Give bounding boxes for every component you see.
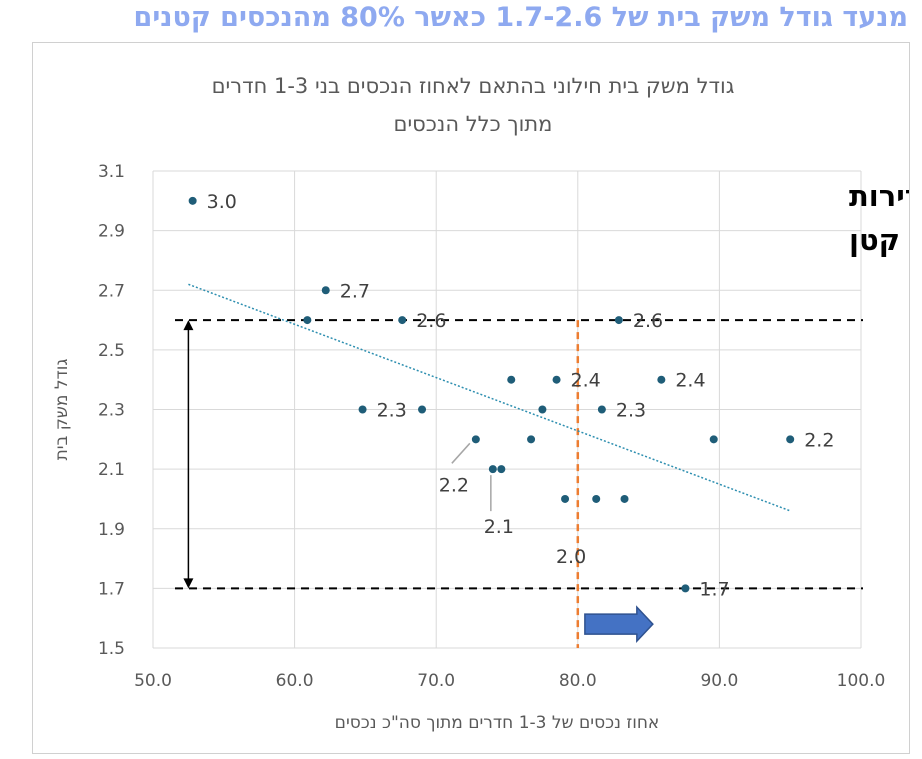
y-axis-title: גודל משק בית	[52, 359, 72, 461]
chart-title-line-2: מתוך כלל הנכסים	[394, 112, 553, 136]
chart-frame: 1.5 1.7 1.9 2.1 2.3 2.5 2.7 2.9 3.1 50.0 60.0 70.0 8…	[32, 42, 910, 754]
data-point	[620, 494, 629, 503]
y-tick-label: 2.3	[98, 401, 125, 421]
x-tick-label: 70.0	[417, 671, 455, 691]
data-point	[709, 435, 718, 444]
y-tick-label: 1.9	[98, 520, 125, 540]
data-label: 2.3	[377, 400, 407, 422]
data-point	[657, 375, 666, 384]
data-label: 2.2	[804, 429, 834, 451]
x-tick-label: 90.0	[700, 671, 738, 691]
data-point	[507, 375, 516, 384]
data-point	[552, 375, 561, 384]
y-tick-label: 2.9	[98, 222, 125, 242]
y-tick-label: 3.1	[98, 162, 125, 182]
data-point	[303, 316, 312, 325]
data-label: 2.4	[571, 370, 601, 392]
data-point	[592, 494, 601, 503]
data-label: 3.0	[207, 191, 237, 213]
data-point	[497, 465, 506, 474]
data-label: 1.7	[699, 578, 729, 600]
data-label: 2.0	[556, 546, 586, 568]
y-tick-label: 2.7	[98, 281, 125, 301]
data-point	[786, 435, 795, 444]
data-point	[614, 316, 623, 325]
direction-arrow	[584, 605, 654, 644]
scatter-chart: 1.5 1.7 1.9 2.1 2.3 2.5 2.7 2.9 3.1 50.0 60.0 70.0 8…	[52, 74, 909, 733]
data-point	[561, 494, 570, 503]
data-label: 2.4	[675, 370, 705, 392]
range-arrow-head-up	[183, 320, 194, 331]
data-label: 2.2	[439, 474, 469, 496]
data-point	[471, 435, 480, 444]
data-point	[418, 405, 427, 414]
x-tick-label: 100.0	[837, 671, 886, 691]
annotation-line-1: ככל שיש יותר דירות	[849, 179, 909, 213]
data-labels: 3.0 2.7 2.6 2.3 2.2 2.1 2.4 2.0 2.3 2.6 2.4 1.7 2.2	[207, 191, 835, 601]
headline: מנעד גודל משק בית של 1.7-2.6 כאשר 80% מה…	[133, 2, 908, 33]
trendline-line	[188, 283, 791, 512]
data-label: 2.1	[484, 516, 514, 538]
y-tick-label: 1.5	[98, 639, 125, 659]
data-point	[527, 435, 536, 444]
label-leader-line	[451, 442, 471, 464]
reference-lines	[175, 319, 863, 648]
data-point	[321, 286, 330, 295]
gridlines	[152, 170, 862, 649]
data-point	[398, 316, 407, 325]
trendline	[188, 283, 791, 512]
data-point	[597, 405, 606, 414]
x-axis-title: אחוז נכסים של 1-3 חדרים מתוך סה"כ נכסים	[335, 713, 660, 733]
data-point	[188, 196, 197, 205]
data-point	[358, 405, 367, 414]
arrows	[183, 320, 654, 644]
data-label: 2.6	[633, 310, 663, 332]
y-tick-label: 1.7	[98, 579, 125, 599]
y-tick-label: 2.5	[98, 341, 125, 361]
annotation-line-2: קטנות, משק הבית קטן	[849, 223, 909, 257]
x-tick-label: 60.0	[276, 671, 314, 691]
data-point	[538, 405, 547, 414]
x-tick-label: 50.0	[134, 671, 172, 691]
x-tick-label: 80.0	[559, 671, 597, 691]
data-label: 2.3	[616, 400, 646, 422]
data-point	[681, 584, 690, 593]
tick-labels: 1.5 1.7 1.9 2.1 2.3 2.5 2.7 2.9 3.1 50.0 60.0 70.0 8…	[98, 162, 885, 691]
data-label: 2.6	[416, 310, 446, 332]
data-point	[488, 465, 497, 474]
data-points	[188, 196, 795, 593]
data-label: 2.7	[340, 280, 370, 302]
y-tick-label: 2.1	[98, 460, 125, 480]
chart-title-line-1: גודל משק בית חילוני בהתאם לאחוז הנכסים ב…	[212, 74, 735, 98]
range-arrow-head-down	[183, 578, 194, 589]
